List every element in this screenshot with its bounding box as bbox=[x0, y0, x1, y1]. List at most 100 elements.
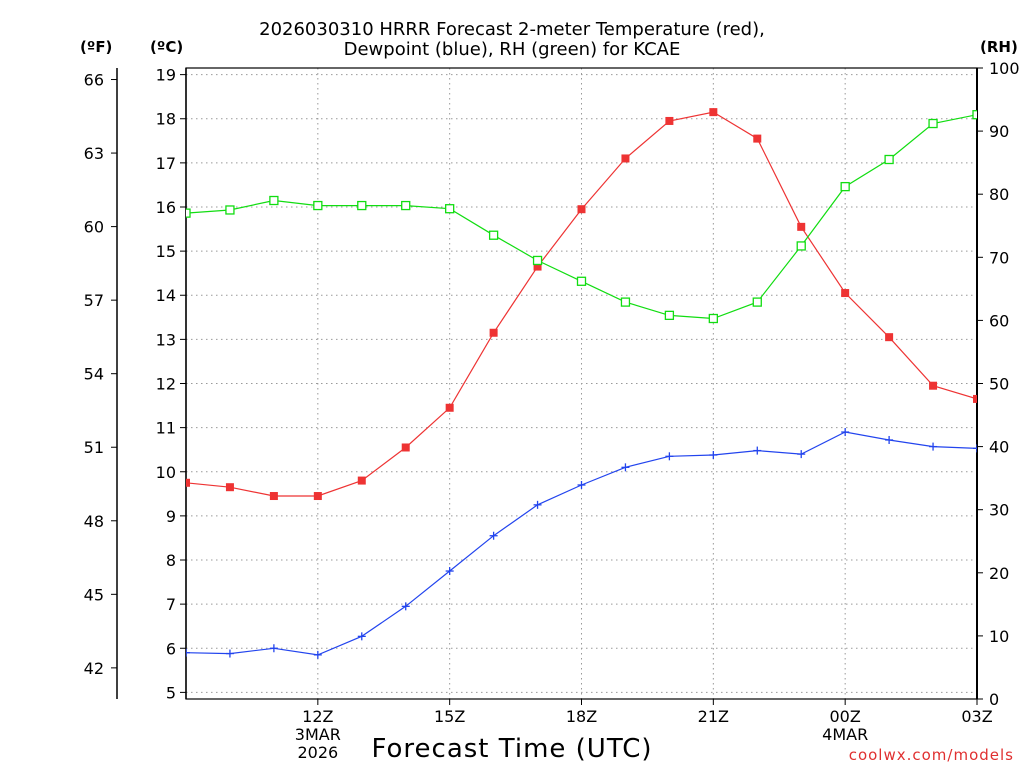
dewpoint-point bbox=[621, 463, 630, 472]
dewpoint-point bbox=[753, 446, 762, 455]
fahrenheit-tick-label: 63 bbox=[84, 144, 104, 163]
x-axis-label: Forecast Time (UTC) bbox=[371, 734, 653, 764]
rh-point bbox=[752, 297, 762, 307]
celsius-tick-label: 5 bbox=[166, 683, 176, 702]
fahrenheit-tick-label: 51 bbox=[84, 438, 104, 457]
rh-tick-label: 90 bbox=[989, 122, 1009, 141]
rh-tick-label: 60 bbox=[989, 311, 1009, 330]
celsius-tick-label: 12 bbox=[156, 375, 176, 394]
fahrenheit-tick-label: 48 bbox=[84, 512, 104, 531]
celsius-tick-label: 16 bbox=[156, 198, 176, 217]
x-tick-label: 03Z bbox=[961, 707, 992, 726]
rh-tick-label: 50 bbox=[989, 375, 1009, 394]
celsius-tick-label: 11 bbox=[156, 419, 176, 438]
fahrenheit-tick-label: 54 bbox=[84, 365, 104, 384]
dewpoint-point bbox=[533, 500, 542, 509]
dewpoint-point bbox=[401, 602, 410, 611]
dewpoint-point bbox=[489, 531, 498, 540]
temperature-point bbox=[929, 381, 938, 390]
temperature-point bbox=[401, 443, 410, 452]
fahrenheit-tick-label: 45 bbox=[84, 585, 104, 604]
fahrenheit-tick-label: 66 bbox=[84, 71, 104, 90]
rh-point bbox=[884, 154, 894, 165]
celsius-tick-label: 15 bbox=[156, 242, 176, 261]
temperature-point bbox=[709, 108, 718, 117]
chart-title-line-1: 2026030310 HRRR Forecast 2-meter Tempera… bbox=[259, 19, 765, 40]
temperature-point bbox=[665, 116, 674, 125]
rh-point bbox=[186, 208, 191, 218]
dewpoint-line bbox=[186, 431, 977, 656]
dewpoint-point bbox=[709, 450, 718, 459]
rh-point bbox=[576, 276, 587, 286]
rh-point bbox=[620, 297, 631, 307]
chart-title-line-2: Dewpoint (blue), RH (green) for KCAE bbox=[343, 39, 681, 60]
x-tick-label: 18Z bbox=[566, 707, 597, 726]
dewpoint-point bbox=[665, 452, 674, 461]
rh-line bbox=[186, 114, 977, 320]
celsius-tick-label: 9 bbox=[166, 507, 176, 526]
dewpoint-point bbox=[929, 442, 938, 451]
celsius-tick-label: 18 bbox=[156, 110, 176, 129]
x-tick-label: 12Z bbox=[302, 707, 333, 726]
temperature-point bbox=[357, 476, 366, 485]
rh-point bbox=[928, 118, 938, 129]
rh-tick-label: 0 bbox=[989, 690, 999, 709]
x-tick-label: 2026 bbox=[297, 743, 338, 762]
temperature-point bbox=[533, 262, 542, 271]
celsius-tick-label: 17 bbox=[156, 154, 176, 173]
x-tick-label: 3MAR bbox=[295, 725, 341, 744]
dewpoint-point bbox=[973, 444, 977, 453]
rh-point bbox=[357, 200, 367, 211]
rh-point bbox=[1017, 111, 1024, 119]
celsius-tick-label: 13 bbox=[156, 330, 176, 349]
grid-layer bbox=[186, 68, 978, 699]
temperature-point bbox=[797, 222, 806, 231]
rh-point bbox=[401, 200, 411, 211]
temperature-point bbox=[445, 403, 454, 412]
dewpoint-point bbox=[445, 567, 454, 576]
celsius-tick-label: 14 bbox=[156, 286, 176, 305]
temperature-point bbox=[186, 478, 190, 487]
rh-point bbox=[840, 181, 850, 192]
temperature-point bbox=[841, 289, 850, 298]
temperature-point bbox=[269, 492, 278, 501]
rh-point bbox=[445, 204, 455, 214]
rh-tick-label: 40 bbox=[989, 438, 1009, 457]
dewpoint-point bbox=[186, 648, 190, 657]
celsius-tick-label: 8 bbox=[166, 551, 176, 570]
dewpoint-point bbox=[1017, 444, 1024, 452]
rh-point bbox=[488, 230, 499, 240]
rh-point bbox=[796, 241, 806, 251]
credit-link[interactable]: coolwx.com/models bbox=[848, 746, 1014, 764]
series-layer bbox=[186, 108, 1024, 659]
fahrenheit-tick-label: 57 bbox=[84, 291, 104, 310]
celsius-tick-label: 7 bbox=[166, 595, 176, 614]
dewpoint-point bbox=[225, 649, 234, 658]
temperature-point bbox=[885, 333, 894, 342]
fahrenheit-axis-unit: (ºF) bbox=[80, 38, 113, 56]
rh-point bbox=[532, 255, 543, 266]
x-tick-label: 4MAR bbox=[822, 725, 868, 744]
rh-tick-label: 10 bbox=[989, 627, 1009, 646]
temperature-point bbox=[973, 394, 977, 403]
temperature-point bbox=[753, 134, 762, 143]
dewpoint-point bbox=[841, 428, 850, 437]
rh-tick-label: 100 bbox=[989, 59, 1020, 78]
rh-point bbox=[225, 205, 235, 215]
temperature-line bbox=[186, 111, 977, 497]
dewpoint-point bbox=[577, 480, 586, 489]
dewpoint-point bbox=[357, 632, 366, 641]
x-tick-label: 00Z bbox=[830, 707, 861, 726]
dewpoint-point bbox=[313, 650, 322, 659]
rh-tick-label: 70 bbox=[989, 248, 1009, 267]
rh-tick-label: 80 bbox=[989, 185, 1009, 204]
rh-point bbox=[664, 310, 675, 321]
fahrenheit-tick-label: 42 bbox=[84, 659, 104, 678]
rh-point bbox=[269, 195, 279, 206]
rh-point bbox=[972, 110, 977, 120]
fahrenheit-tick-label: 60 bbox=[84, 218, 104, 237]
x-tick-label: 21Z bbox=[698, 707, 729, 726]
celsius-tick-label: 10 bbox=[156, 463, 176, 482]
axes-layer: 5 6 7 8 9 10 11 12 13 14 15 16 17 18 19 42 45 48 51 54 57 60 6… bbox=[84, 59, 1020, 762]
